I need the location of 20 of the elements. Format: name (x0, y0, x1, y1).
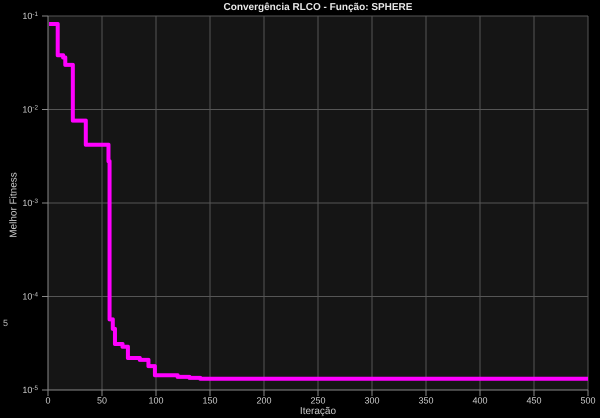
y-tick-label: 10$^{-3}$ (22, 198, 38, 208)
x-tick-label: 300 (364, 395, 380, 406)
y-tick-label: 10$^{-4}$ (22, 291, 38, 302)
x-tick-label: 400 (472, 395, 488, 406)
chart-title: Convergência RLCO - Função: SPHERE (222, 2, 414, 13)
x-tick-label: 250 (310, 395, 326, 406)
text: 5 (3, 318, 8, 328)
x-tick-label: 150 (202, 395, 218, 406)
x-tick-label: 0 (45, 395, 51, 406)
y-tick-label: 10$^{-1}$ (22, 10, 38, 21)
x-tick-label: 50 (96, 395, 108, 406)
x-tick-label: 500 (580, 395, 596, 406)
x-axis-title: Iteração (298, 406, 338, 417)
x-tick-label: 450 (526, 395, 542, 406)
x-tick-label: 100 (148, 395, 164, 406)
y-tick-label: 10$^{-2}$ (22, 104, 38, 114)
y-axis-title: Melhor Fitness (8, 172, 20, 238)
x-tick-label: 200 (256, 395, 272, 406)
x-tick-label: 350 (418, 395, 434, 406)
y-tick-label: 10$^{-5}$ (22, 384, 38, 395)
